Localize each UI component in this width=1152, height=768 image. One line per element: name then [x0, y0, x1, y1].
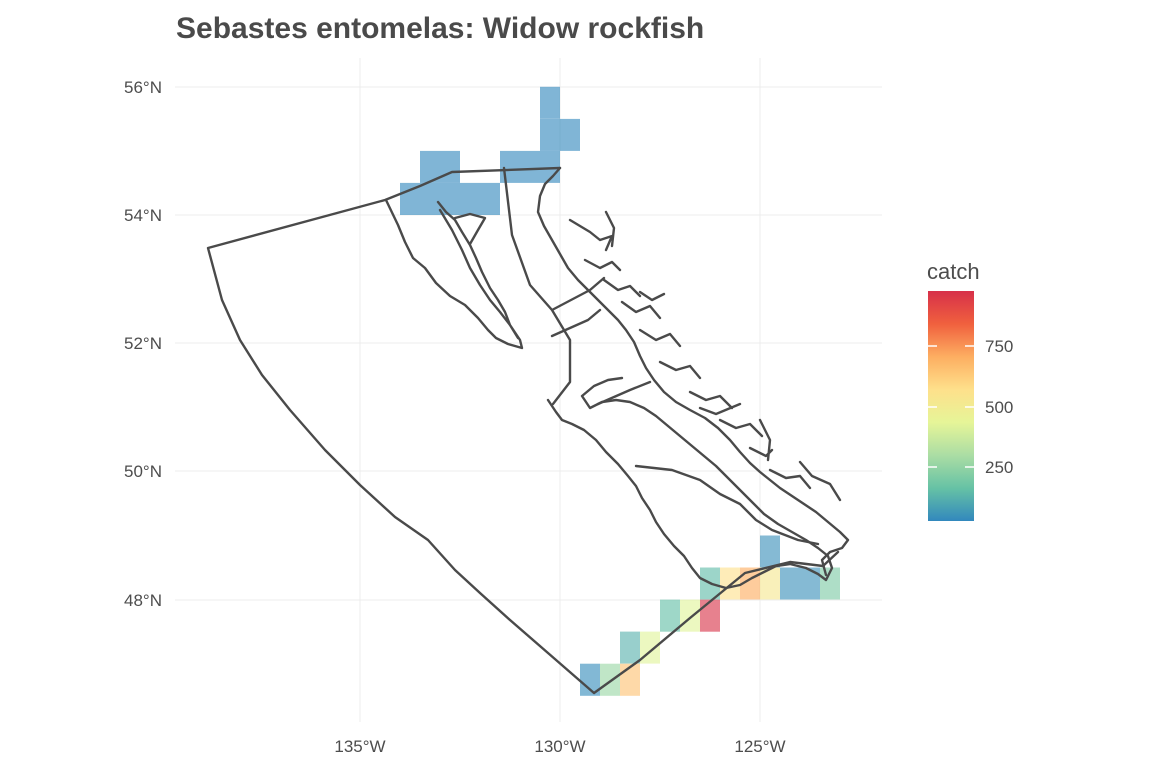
legend-label: 750 [985, 337, 1013, 356]
lat-tick-label: 56°N [124, 78, 162, 97]
lon-tick-labels: 135°W 130°W 125°W [334, 737, 785, 756]
area-boundaries [502, 166, 820, 546]
catch-cell [560, 118, 580, 151]
catch-cell [680, 599, 700, 632]
lat-tick-labels: 56°N 54°N 52°N 50°N 48°N [124, 78, 162, 610]
catch-cell [600, 663, 620, 696]
map-title: Sebastes entomelas: Widow rockfish [176, 12, 704, 45]
lat-tick-label: 54°N [124, 206, 162, 225]
catch-cell [500, 150, 540, 183]
lat-tick-label: 50°N [124, 462, 162, 481]
region-outlines [206, 166, 850, 695]
catch-cell [540, 86, 560, 119]
legend-label: 500 [985, 398, 1013, 417]
legend-colorbar [928, 291, 974, 521]
legend-ticks [928, 345, 974, 468]
legend-label: 250 [985, 458, 1013, 477]
catch-cell [460, 182, 500, 215]
legend: catch 750 500 250 [927, 259, 1013, 521]
catch-cell [660, 599, 680, 632]
legend-title: catch [927, 259, 980, 284]
lon-tick-label: 130°W [534, 737, 585, 756]
catch-cells [400, 86, 840, 696]
catch-cell [720, 567, 740, 600]
haida-gwaii-coast [384, 198, 524, 350]
lon-tick-label: 135°W [334, 737, 385, 756]
lon-tick-label: 125°W [734, 737, 785, 756]
catch-cell [760, 567, 780, 600]
catch-cell [580, 663, 600, 696]
catch-cell [620, 631, 640, 664]
outer-boundary [206, 166, 840, 695]
catch-cell [700, 599, 720, 632]
mainland-coast [536, 166, 850, 577]
vancouver-island-coast [546, 376, 834, 590]
catch-cell [540, 118, 560, 151]
mainland-inlets [568, 210, 842, 502]
catch-cell [760, 535, 780, 568]
lat-tick-label: 52°N [124, 334, 162, 353]
lat-tick-label: 48°N [124, 591, 162, 610]
